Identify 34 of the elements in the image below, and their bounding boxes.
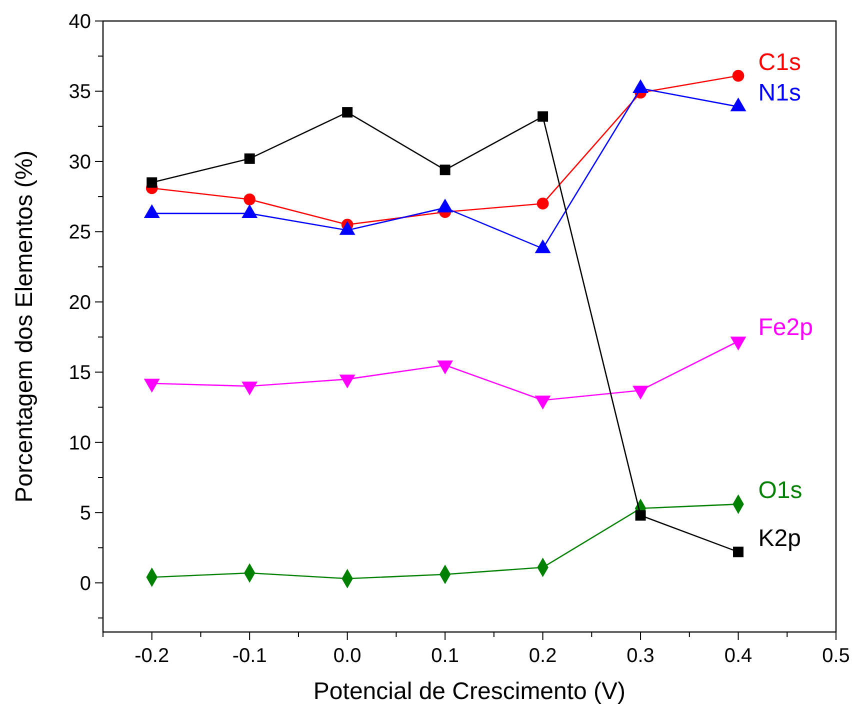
point bbox=[732, 70, 744, 82]
x-tick-label: 0.0 bbox=[333, 645, 362, 667]
point bbox=[635, 510, 646, 521]
y-tick-label: 25 bbox=[68, 222, 91, 244]
point bbox=[440, 164, 450, 176]
y-tick-label: 5 bbox=[80, 502, 91, 525]
series-label: K2p bbox=[758, 524, 801, 552]
y-tick-label: 15 bbox=[68, 362, 91, 384]
series-label: Fe2p bbox=[758, 314, 813, 342]
x-tick-label: 0.3 bbox=[626, 645, 654, 667]
x-tick-label: 0.2 bbox=[528, 645, 557, 667]
point bbox=[244, 193, 256, 206]
y-tick-label: 20 bbox=[68, 292, 91, 314]
point bbox=[536, 198, 549, 210]
y-axis-title: Porcentagem dos Elementos (%) bbox=[11, 150, 38, 503]
y-tick-label: 35 bbox=[68, 81, 91, 104]
y-tick-label: 40 bbox=[68, 11, 91, 33]
y-tick-label: 30 bbox=[68, 151, 91, 174]
series-label: N1s bbox=[758, 80, 801, 107]
x-tick-label: 0.5 bbox=[822, 645, 850, 667]
point bbox=[244, 153, 255, 164]
x-tick-label: -0.2 bbox=[134, 645, 170, 667]
x-axis-title: Potencial de Crescimento (V) bbox=[313, 678, 626, 705]
x-tick-label: -0.1 bbox=[232, 645, 267, 667]
series-label: C1s bbox=[758, 48, 801, 76]
point bbox=[146, 177, 158, 188]
point bbox=[342, 107, 353, 118]
point bbox=[733, 546, 744, 558]
point bbox=[538, 111, 548, 122]
y-tick-label: 0 bbox=[80, 572, 91, 595]
series-label: O1s bbox=[758, 477, 802, 504]
x-tick-label: 0.1 bbox=[431, 645, 459, 667]
x-tick-label: 0.4 bbox=[724, 645, 752, 667]
y-tick-label: 10 bbox=[68, 432, 91, 454]
